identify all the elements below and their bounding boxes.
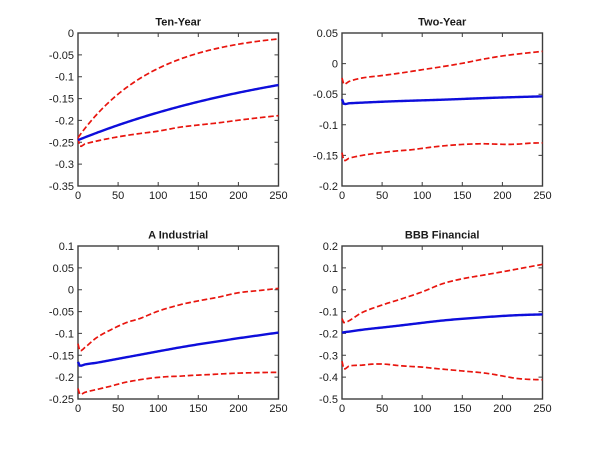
svg-text:-0.1: -0.1 — [319, 120, 338, 132]
svg-text:-0.3: -0.3 — [319, 350, 338, 362]
svg-text:150: 150 — [453, 403, 471, 415]
svg-text:-0.15: -0.15 — [313, 150, 338, 162]
svg-text:250: 250 — [533, 190, 551, 202]
svg-text:0: 0 — [332, 59, 338, 71]
svg-text:0.05: 0.05 — [317, 28, 338, 40]
svg-text:-0.05: -0.05 — [49, 50, 74, 62]
svg-text:200: 200 — [493, 190, 511, 202]
svg-text:BBB Financial: BBB Financial — [405, 230, 480, 242]
svg-text:0: 0 — [68, 285, 74, 297]
svg-text:-0.15: -0.15 — [49, 350, 74, 362]
svg-text:200: 200 — [229, 403, 247, 415]
svg-text:-0.2: -0.2 — [55, 372, 74, 384]
svg-text:200: 200 — [229, 190, 247, 202]
svg-text:0: 0 — [75, 403, 81, 415]
svg-text:-0.25: -0.25 — [49, 137, 74, 149]
svg-text:0: 0 — [339, 403, 345, 415]
svg-text:-0.4: -0.4 — [319, 372, 338, 384]
svg-text:Ten-Year: Ten-Year — [155, 17, 201, 29]
svg-text:0: 0 — [68, 28, 74, 40]
svg-text:0: 0 — [332, 285, 338, 297]
svg-text:-0.35: -0.35 — [49, 181, 74, 193]
svg-text:-0.1: -0.1 — [319, 307, 338, 319]
svg-text:150: 150 — [189, 403, 207, 415]
svg-text:50: 50 — [112, 190, 124, 202]
svg-text:0.2: 0.2 — [323, 241, 338, 253]
svg-text:100: 100 — [413, 190, 431, 202]
svg-text:100: 100 — [149, 403, 167, 415]
svg-text:250: 250 — [533, 403, 551, 415]
svg-text:-0.1: -0.1 — [55, 72, 74, 84]
svg-text:-0.3: -0.3 — [55, 159, 74, 171]
svg-text:100: 100 — [413, 403, 431, 415]
svg-text:0.05: 0.05 — [53, 263, 74, 275]
svg-text:-0.25: -0.25 — [49, 394, 74, 406]
svg-text:-0.1: -0.1 — [55, 328, 74, 340]
svg-text:0: 0 — [339, 190, 345, 202]
svg-text:Two-Year: Two-Year — [418, 17, 467, 29]
svg-text:250: 250 — [269, 403, 287, 415]
svg-text:-0.2: -0.2 — [55, 115, 74, 127]
svg-text:-0.15: -0.15 — [49, 94, 74, 106]
svg-text:-0.05: -0.05 — [49, 307, 74, 319]
svg-text:50: 50 — [376, 190, 388, 202]
svg-text:0: 0 — [75, 190, 81, 202]
svg-text:0.1: 0.1 — [59, 241, 74, 253]
svg-text:0.1: 0.1 — [323, 263, 338, 275]
svg-text:200: 200 — [493, 403, 511, 415]
svg-text:-0.2: -0.2 — [319, 181, 338, 193]
svg-text:50: 50 — [376, 403, 388, 415]
svg-text:100: 100 — [149, 190, 167, 202]
svg-text:-0.05: -0.05 — [313, 89, 338, 101]
svg-text:50: 50 — [112, 403, 124, 415]
svg-text:150: 150 — [453, 190, 471, 202]
svg-text:A Industrial: A Industrial — [148, 230, 208, 242]
svg-text:250: 250 — [269, 190, 287, 202]
svg-text:-0.2: -0.2 — [319, 328, 338, 340]
svg-text:-0.5: -0.5 — [319, 394, 338, 406]
svg-text:150: 150 — [189, 190, 207, 202]
